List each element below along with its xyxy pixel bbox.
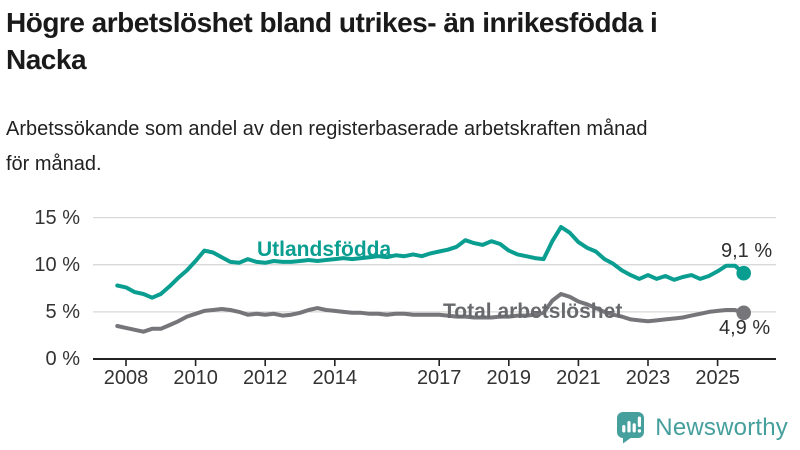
- chart-subtitle-line-1: Arbetssökande som andel av den registerb…: [6, 118, 648, 140]
- page-title: Högre arbetslöshet bland utrikes- än inr…: [6, 4, 794, 78]
- x-axis-tick-label: 2010: [173, 367, 218, 389]
- series-label-total-arbetsloshet: Total arbetslöshet: [443, 300, 623, 323]
- x-axis-tick-label: 2019: [486, 367, 532, 389]
- y-axis-tick-label: 5 %: [45, 300, 80, 323]
- series-line-0: [115, 225, 746, 300]
- page-title-line-2: Nacka: [6, 44, 87, 75]
- series-end-dot-0: [736, 265, 751, 281]
- x-axis-tick-label: 2025: [695, 367, 740, 389]
- x-axis-tick-label: 2021: [556, 367, 601, 389]
- x-axis-tick-label: 2014: [312, 367, 358, 389]
- newsworthy-logo: Newsworthy: [616, 411, 788, 444]
- newsworthy-logo-icon: [617, 412, 645, 444]
- page-title-line-1: Högre arbetslöshet bland utrikes- än inr…: [6, 7, 658, 38]
- y-axis-tick-label: 10 %: [34, 253, 80, 276]
- end-value-label-total: 4,9 %: [719, 317, 771, 339]
- y-axis-tick-label: 15 %: [34, 206, 80, 229]
- chart-subtitle: Arbetssökande som andel av den registerb…: [6, 112, 794, 182]
- chart-subtitle-line-2: för månad.: [6, 153, 102, 175]
- newsworthy-logo-text: Newsworthy: [655, 413, 788, 441]
- series-label-utlandsfodda: Utlandsfödda: [257, 238, 392, 261]
- x-axis-tick-label: 2008: [103, 367, 149, 389]
- x-axis-tick-label: 2012: [242, 367, 288, 389]
- x-axis-tick-label: 2023: [625, 367, 671, 389]
- series-end-dot-1: [736, 305, 751, 321]
- y-axis-tick-label: 0 %: [45, 348, 80, 370]
- x-axis-tick-label: 2017: [416, 367, 462, 389]
- series-line-1: [115, 292, 746, 334]
- end-value-label-utlandsfodda: 9,1 %: [721, 240, 773, 262]
